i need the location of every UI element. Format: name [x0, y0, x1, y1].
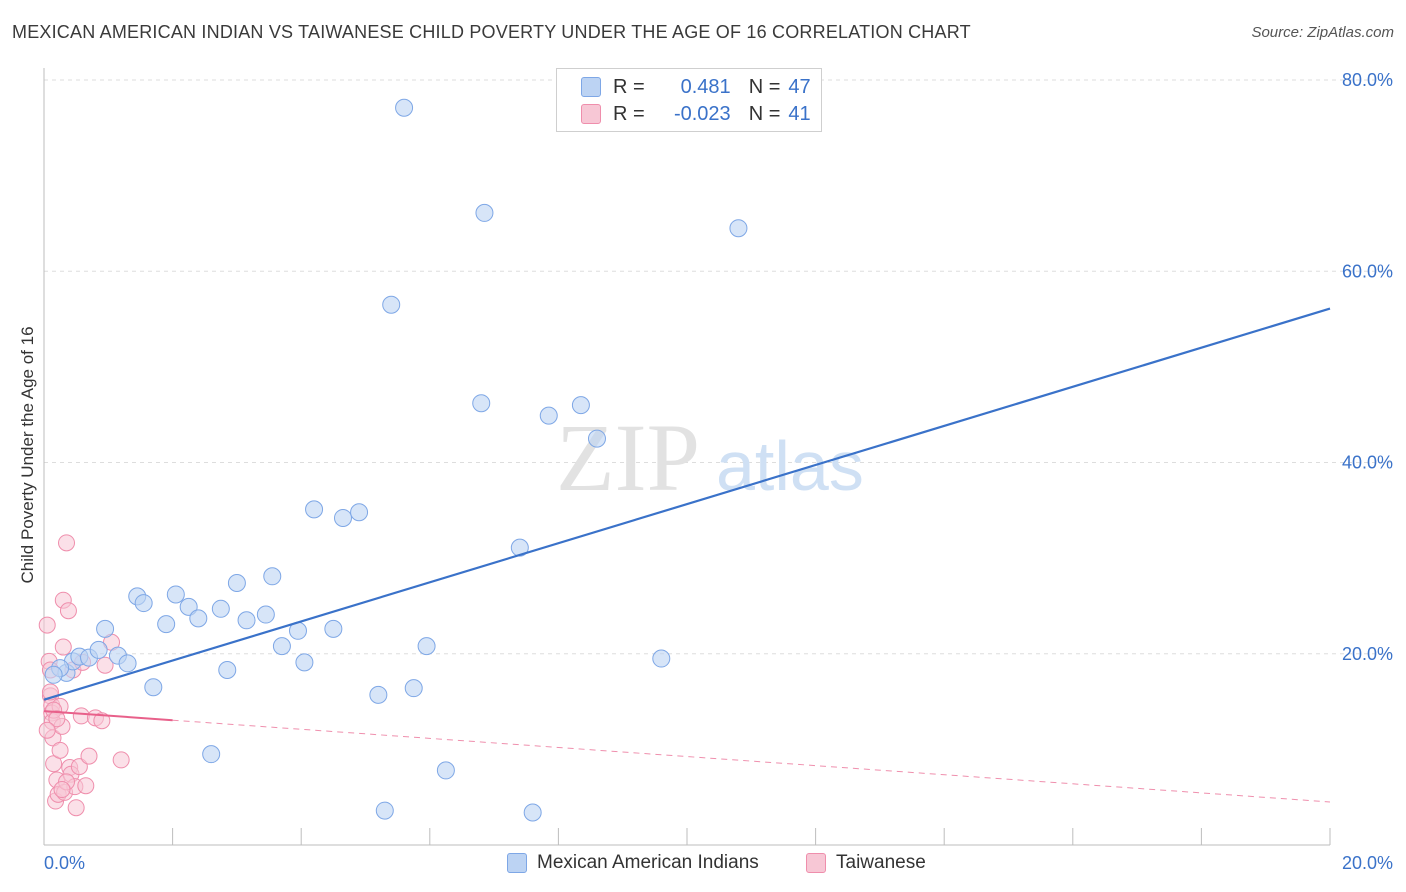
mexican-american-indian-point	[96, 619, 115, 638]
taiwanese-point	[38, 616, 56, 634]
y-tick-label: 60.0%	[1342, 261, 1393, 281]
legend-n-value: 47	[788, 75, 811, 98]
legend-label: Mexican American Indians	[537, 852, 759, 873]
legend-n-value: 41	[788, 102, 811, 125]
taiwanese-point	[72, 707, 90, 725]
legend-r-label: R =	[613, 102, 645, 125]
mexican-american-indian-point	[333, 508, 352, 527]
legend-item-mexican-american-indians: Mexican American Indians	[507, 852, 759, 874]
mexican-american-indian-point	[179, 597, 198, 616]
mexican-american-indian-point	[436, 761, 455, 780]
y-tick-label: 80.0%	[1342, 70, 1393, 90]
mexican-american-indian-point	[652, 649, 671, 668]
taiwanese-point	[54, 638, 72, 656]
x-tick-label: 20.0%	[1342, 853, 1393, 873]
mexican-american-indian-point	[263, 567, 282, 586]
mexican-american-indian-point	[272, 637, 291, 656]
mexican-american-indian-point	[729, 219, 748, 238]
correlation-legend: R = 0.481 N = 47 R = -0.023 N = 41	[556, 68, 822, 132]
mexican-american-indian-point	[157, 615, 176, 634]
mexican-american-indian-point	[350, 503, 369, 522]
source-label: Source: ZipAtlas.com	[1251, 24, 1394, 41]
x-tick-label: 0.0%	[44, 853, 85, 873]
legend-n-label: N =	[748, 102, 781, 125]
legend-row-pink: R = -0.023 N = 41	[581, 101, 811, 127]
mexican-american-indian-trend-line	[43, 307, 1331, 701]
mexican-american-indian-point	[218, 661, 237, 680]
taiwanese-point	[51, 741, 69, 759]
legend-swatch-pink	[581, 104, 601, 124]
mexican-american-indian-point	[417, 637, 436, 656]
taiwanese-point	[58, 534, 76, 552]
mexican-american-indian-point	[475, 203, 494, 222]
legend-item-taiwanese: Taiwanese	[806, 852, 926, 874]
mexican-american-indian-point	[118, 654, 137, 673]
legend-n-label: N =	[748, 75, 781, 98]
series-legend: Mexican American Indians Taiwanese	[0, 852, 1406, 878]
mexican-american-indian-point	[375, 801, 394, 820]
legend-swatch-blue	[581, 77, 601, 97]
taiwanese-point	[70, 758, 88, 776]
taiwanese-point	[80, 747, 98, 765]
mexican-american-indian-point	[189, 609, 208, 628]
taiwanese-trend-line	[43, 710, 173, 722]
mexican-american-indian-point	[256, 605, 275, 624]
trend-lines	[43, 307, 1331, 803]
mexican-american-indian-point	[369, 685, 388, 704]
taiwanese-point	[59, 602, 77, 620]
taiwanese-point	[112, 751, 130, 769]
mexican-american-indian-point	[523, 803, 542, 822]
mexican-american-indian-point	[404, 679, 423, 698]
mexican-american-indian-point	[211, 599, 230, 618]
mexican-american-indian-point	[89, 640, 108, 659]
mexican-american-indian-point	[237, 611, 256, 630]
mexican-american-indian-point	[587, 429, 606, 448]
taiwanese-point	[77, 777, 95, 795]
mexican-american-indian-point	[134, 594, 153, 613]
taiwanese-point	[67, 799, 85, 817]
watermark-atlas: atlas	[716, 427, 864, 505]
chart-title: MEXICAN AMERICAN INDIAN VS TAIWANESE CHI…	[12, 22, 971, 42]
mexican-american-indian-point	[510, 538, 529, 557]
mexican-american-indian-point	[44, 665, 63, 684]
mexican-american-indian-point	[571, 396, 590, 415]
mexican-american-indian-points	[44, 98, 748, 822]
y-tick-label: 40.0%	[1342, 453, 1393, 473]
watermark: ZIP atlas	[556, 404, 864, 511]
mexican-american-indian-point	[295, 653, 314, 672]
legend-r-value: 0.481	[680, 75, 731, 98]
y-tick-label: 20.0%	[1342, 644, 1393, 664]
mexican-american-indian-point	[324, 619, 343, 638]
mexican-american-indian-point	[202, 745, 221, 764]
legend-r-label: R =	[613, 75, 645, 98]
taiwanese-trend-line-extension	[172, 719, 1331, 803]
legend-label: Taiwanese	[836, 852, 926, 873]
watermark-zip: ZIP	[556, 404, 700, 511]
tick-labels: 20.0% 40.0% 60.0% 80.0% 0.0% 20.0%	[44, 70, 1393, 873]
mexican-american-indian-point	[305, 500, 324, 519]
legend-row-blue: R = 0.481 N = 47	[581, 74, 811, 100]
mexican-american-indian-point	[472, 394, 491, 413]
legend-swatch-pink	[806, 853, 826, 873]
taiwanese-point	[96, 656, 114, 674]
mexican-american-indian-point	[382, 295, 401, 314]
legend-swatch-blue	[507, 853, 527, 873]
grid-lines	[44, 79, 1392, 655]
mexican-american-indian-point	[395, 98, 414, 117]
mexican-american-indian-point	[227, 573, 246, 592]
mexican-american-indian-point	[166, 585, 185, 604]
taiwanese-point	[53, 781, 71, 799]
mexican-american-indian-point	[144, 678, 163, 697]
taiwanese-point	[48, 710, 66, 728]
taiwanese-point	[38, 721, 56, 739]
y-axis-label: Child Poverty Under the Age of 16	[18, 326, 37, 583]
legend-r-value: -0.023	[673, 102, 731, 125]
mexican-american-indian-point	[539, 406, 558, 425]
taiwanese-point	[93, 712, 111, 730]
